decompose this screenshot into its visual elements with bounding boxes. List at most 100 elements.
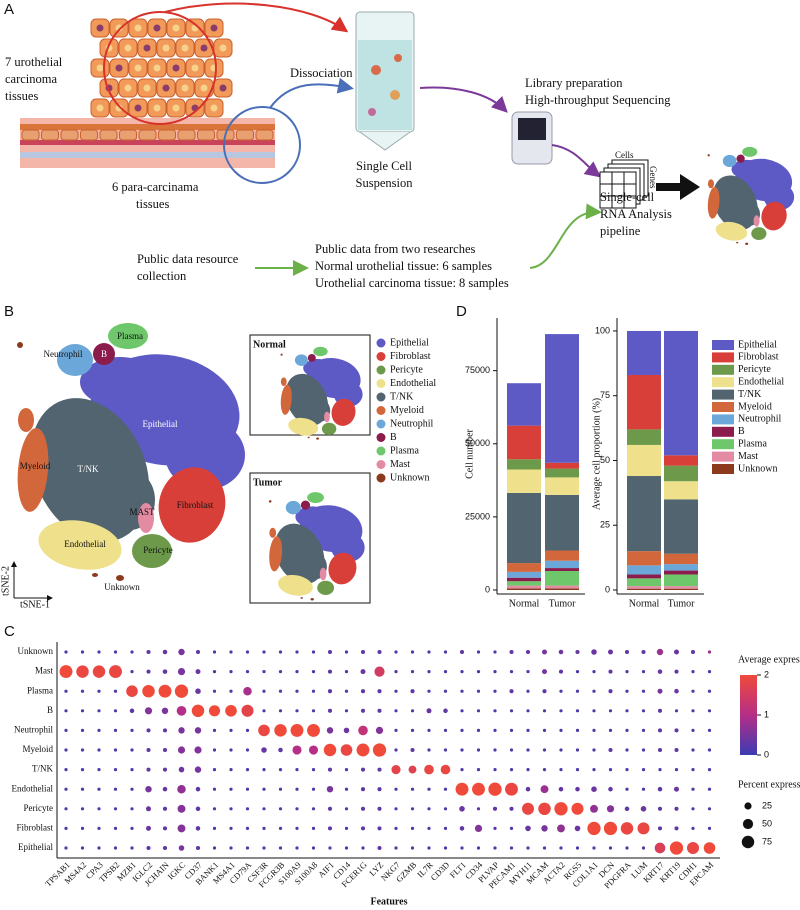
- dot: [308, 745, 319, 755]
- size-key: [742, 818, 754, 830]
- dot: [542, 649, 547, 655]
- dot: [525, 649, 531, 655]
- dot: [608, 846, 613, 850]
- y-tick-label: Unknown: [18, 646, 54, 656]
- y-tick-label: 50: [600, 455, 610, 465]
- cluster-label: Neutrophil: [44, 349, 83, 359]
- y-tick-label: 75: [600, 390, 610, 400]
- bar-segment: [664, 465, 698, 482]
- dot: [691, 787, 695, 791]
- dot: [657, 786, 663, 792]
- dot: [493, 669, 497, 674]
- cluster-label: B: [101, 349, 107, 359]
- dot: [657, 728, 663, 733]
- tube-tip: [359, 131, 411, 151]
- dot: [509, 806, 514, 811]
- nucleus: [124, 84, 132, 92]
- dot: [592, 767, 596, 772]
- dot: [113, 767, 118, 772]
- y-tick-label: 75000: [465, 365, 490, 375]
- legend-marker: [376, 338, 386, 348]
- dot: [327, 708, 333, 713]
- dot: [208, 705, 221, 717]
- dot: [608, 786, 613, 792]
- nucleus: [172, 64, 180, 72]
- legend-label: Fibroblast: [390, 351, 431, 362]
- dot: [674, 709, 679, 713]
- cluster: [321, 422, 337, 435]
- dot: [455, 782, 469, 796]
- cluster: [280, 353, 283, 356]
- x-axis-label: Features: [370, 896, 407, 907]
- dot: [245, 728, 250, 733]
- nucleus: [134, 24, 142, 32]
- dot: [542, 709, 547, 713]
- dot: [212, 689, 217, 693]
- cluster: [328, 552, 357, 585]
- dot: [174, 684, 189, 698]
- y-tick-label: Fibroblast: [16, 822, 53, 832]
- cluster: [17, 342, 23, 348]
- dot: [64, 709, 68, 713]
- dot: [691, 689, 695, 693]
- dot: [178, 648, 185, 656]
- cell: [119, 129, 137, 141]
- dot: [559, 767, 563, 772]
- x-tick-label: Normal: [629, 598, 660, 609]
- legend-swatch: [712, 364, 734, 375]
- dot: [64, 767, 68, 772]
- dot: [624, 806, 630, 812]
- cluster: [715, 221, 748, 241]
- dot: [360, 669, 366, 675]
- dot: [590, 804, 598, 813]
- legend-swatch: [712, 426, 734, 437]
- size-key-label: 75: [762, 836, 772, 846]
- label: 6 para-carcinama: [112, 180, 199, 194]
- nucleus: [210, 104, 218, 112]
- dot: [97, 748, 101, 752]
- dot: [278, 826, 283, 831]
- dot: [459, 806, 465, 812]
- dot: [427, 826, 431, 831]
- cluster: [285, 500, 301, 515]
- bar-segment: [627, 586, 661, 589]
- cluster: [753, 215, 760, 227]
- dot: [80, 787, 85, 791]
- dot: [243, 686, 252, 696]
- dot: [375, 726, 384, 735]
- dot: [657, 747, 663, 753]
- dot: [526, 709, 530, 713]
- dot: [592, 846, 596, 850]
- dot: [707, 748, 712, 752]
- dot: [575, 728, 580, 733]
- dot: [326, 727, 334, 734]
- dot: [509, 669, 514, 674]
- label: Single Cell: [356, 159, 412, 173]
- nucleus: [134, 64, 142, 72]
- label: 7 urothelial: [5, 55, 63, 69]
- dot: [625, 846, 629, 850]
- dot: [377, 806, 382, 811]
- dot: [144, 707, 153, 715]
- legend-label: Myeloid: [738, 401, 772, 412]
- dot: [97, 767, 101, 772]
- dot: [674, 747, 679, 753]
- dot: [80, 846, 85, 850]
- legend-marker: [376, 446, 386, 456]
- dot: [64, 650, 68, 654]
- cluster: [736, 241, 739, 244]
- dot: [657, 806, 663, 811]
- legend-label: Epithelial: [390, 337, 429, 348]
- dot: [162, 767, 168, 772]
- dot: [427, 787, 431, 791]
- dot: [424, 764, 434, 775]
- dot: [707, 826, 712, 831]
- dot: [344, 826, 349, 831]
- cell: [99, 129, 118, 141]
- dot: [707, 787, 712, 791]
- bar-segment: [627, 330, 661, 375]
- dot: [278, 787, 283, 791]
- nucleus: [219, 44, 227, 52]
- dot: [410, 747, 415, 753]
- dot: [178, 766, 185, 773]
